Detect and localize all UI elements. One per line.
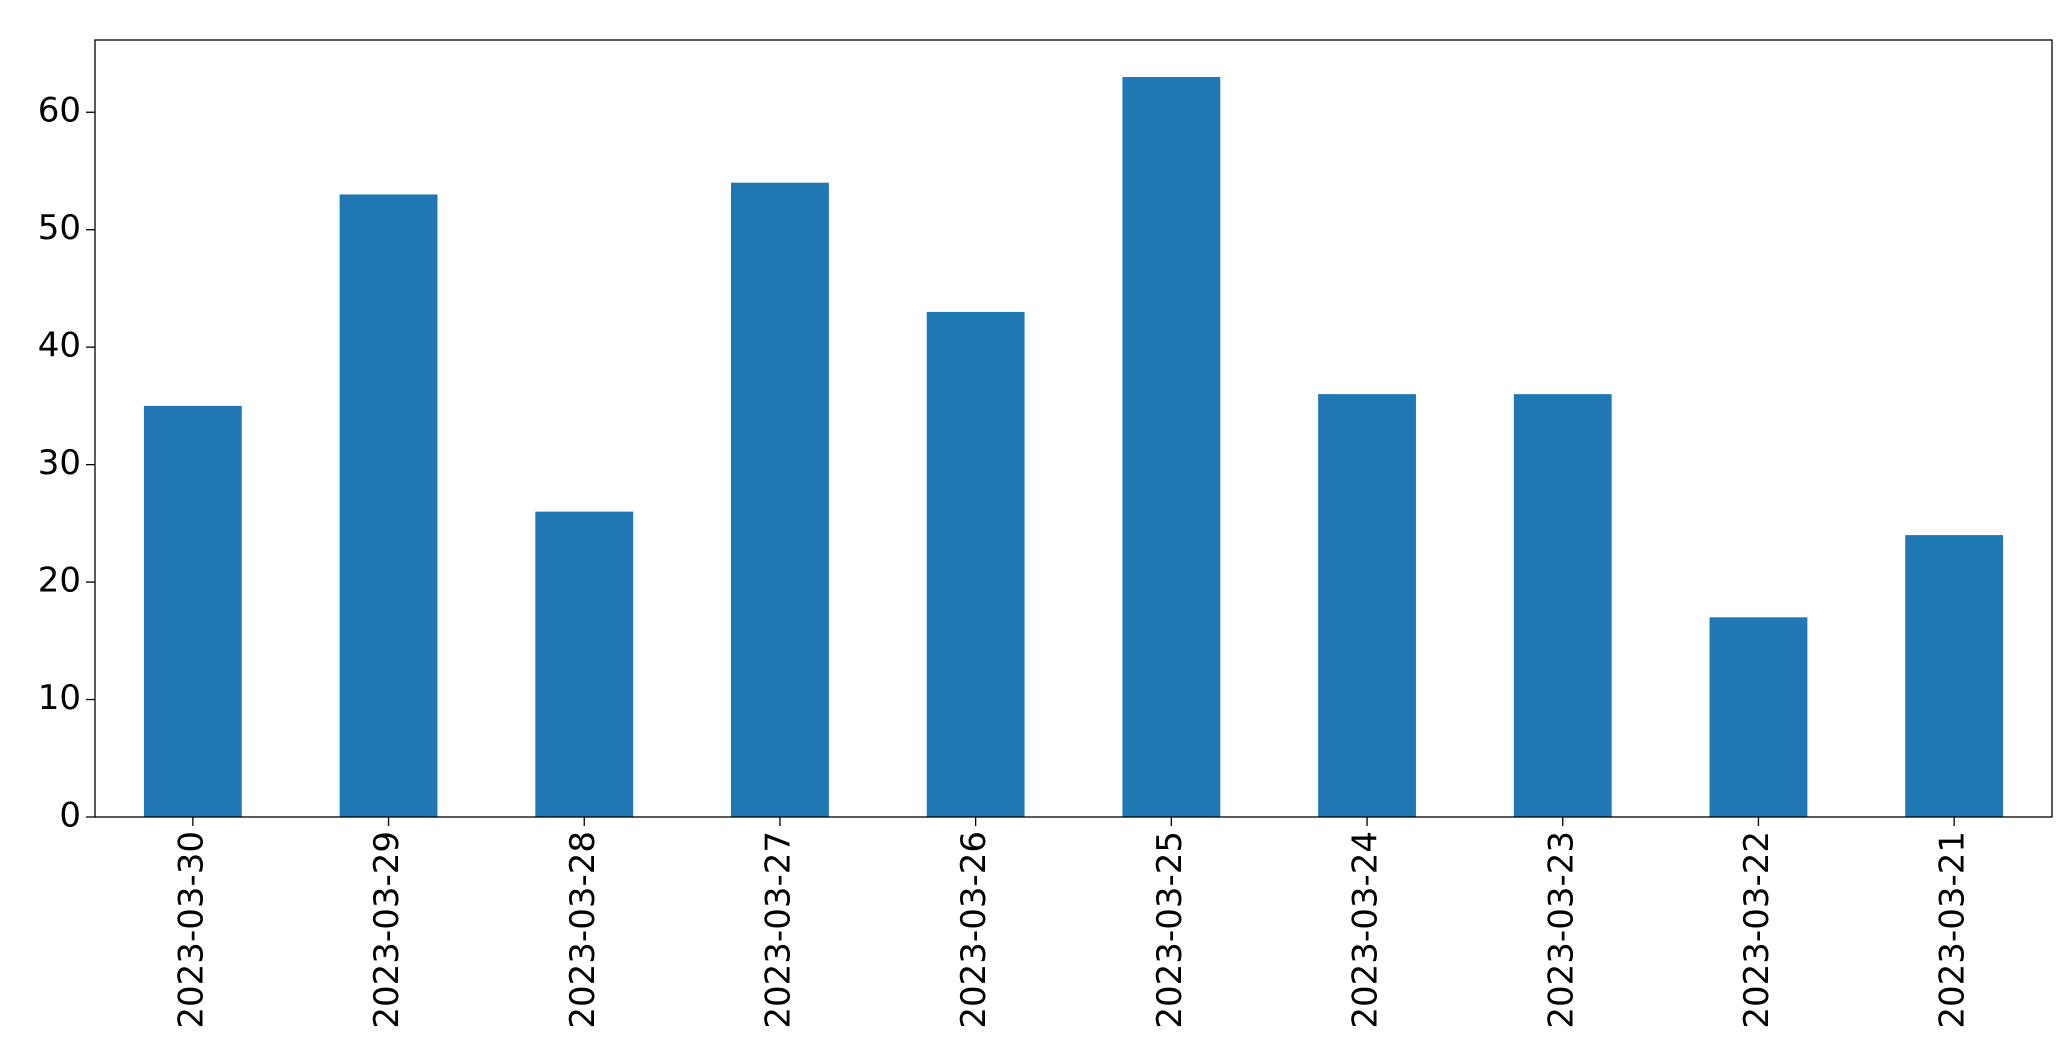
y-tick-label: 30 [38, 443, 81, 483]
bar [535, 511, 634, 817]
x-tick-label: 2023-03-25 [1150, 831, 1190, 1029]
y-tick-label: 50 [38, 208, 81, 248]
plot-frame [94, 39, 2053, 818]
x-tick-label: 2023-03-30 [171, 831, 211, 1029]
y-tick-label: 40 [38, 326, 81, 366]
x-tick-label: 2023-03-21 [1933, 831, 1973, 1029]
y-tick-label: 60 [38, 91, 81, 131]
bar [1905, 535, 2004, 817]
bar [1122, 77, 1221, 817]
x-tick-label: 2023-03-27 [758, 831, 798, 1029]
y-tick-label: 20 [38, 561, 81, 601]
bar [143, 405, 242, 817]
bar [1513, 394, 1612, 817]
y-tick-label: 0 [59, 796, 81, 836]
bar [1318, 394, 1416, 817]
bar [926, 311, 1025, 817]
x-tick-label: 2023-03-23 [1541, 831, 1581, 1029]
bar [731, 182, 829, 817]
bar [339, 194, 438, 817]
x-tick-label: 2023-03-22 [1737, 831, 1777, 1029]
x-tick-label: 2023-03-28 [563, 831, 603, 1029]
x-tick-label: 2023-03-24 [1346, 831, 1386, 1029]
x-tick-label: 2023-03-29 [367, 831, 407, 1029]
x-tick-label: 2023-03-26 [954, 831, 994, 1029]
bar [1709, 617, 1808, 817]
y-tick-label: 10 [38, 678, 81, 718]
